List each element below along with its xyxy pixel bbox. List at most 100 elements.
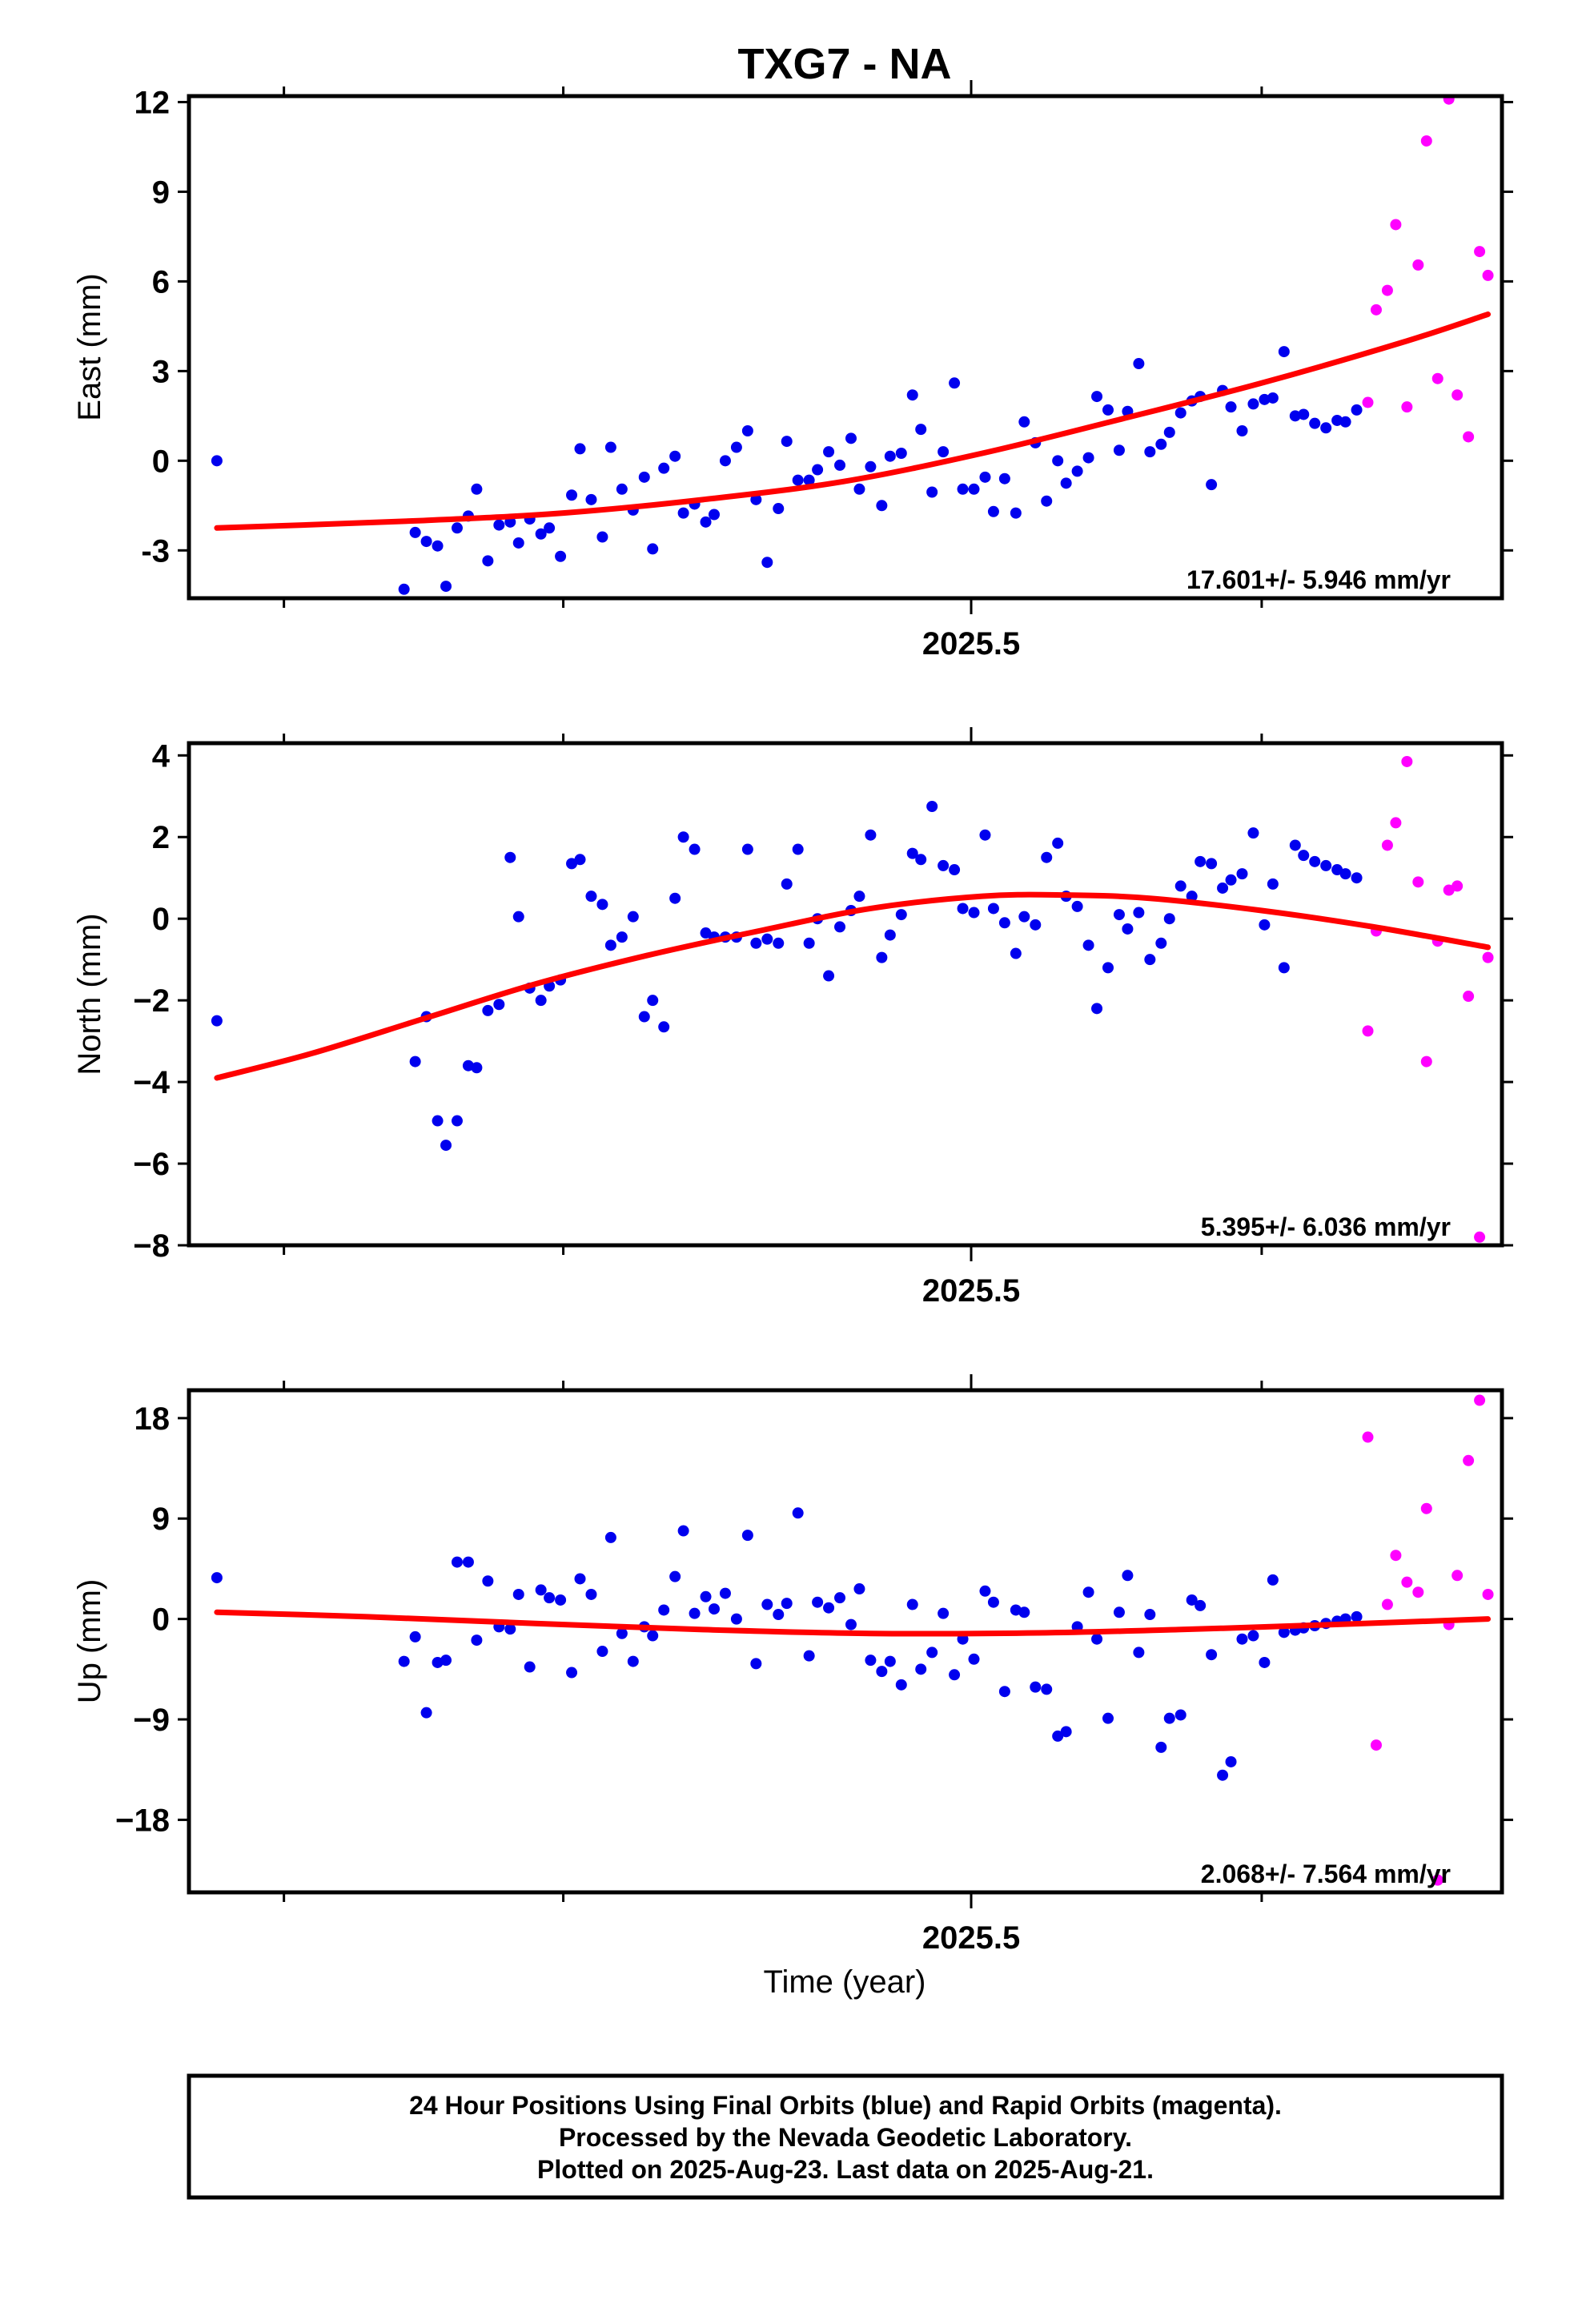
north-ytick-label: 0 (152, 902, 170, 937)
north-rapid-point (1412, 876, 1424, 888)
north-final-point (1174, 880, 1186, 892)
up-final-point (1113, 1606, 1125, 1618)
east-final-point (420, 536, 432, 548)
up-ytick-label: 18 (135, 1401, 171, 1437)
up-y-axis-title: Up (mm) (72, 1579, 107, 1704)
east-final-point (792, 474, 804, 486)
north-final-point (1091, 1003, 1103, 1015)
north-final-point (823, 970, 835, 982)
east-rapid-point (1420, 135, 1432, 147)
up-final-point (689, 1607, 701, 1619)
up-final-point (750, 1658, 762, 1670)
north-final-point (1259, 919, 1271, 931)
east-final-point (781, 436, 793, 448)
east-final-point (1309, 417, 1321, 429)
east-final-point (596, 531, 608, 543)
up-final-point (1278, 1626, 1290, 1638)
north-final-point (1113, 909, 1125, 921)
east-final-point (730, 441, 742, 453)
up-final-point (938, 1607, 950, 1619)
east-rapid-point (1482, 269, 1494, 281)
up-final-point (700, 1590, 712, 1602)
up-final-point (211, 1572, 223, 1584)
up-final-point (884, 1655, 896, 1667)
up-plot-frame (187, 1388, 1504, 1895)
north-final-point (585, 891, 597, 903)
north-final-point (566, 858, 578, 870)
north-final-point (1320, 859, 1332, 871)
north-final-point (627, 911, 639, 923)
up-rapid-point (1412, 1586, 1424, 1598)
east-final-point (803, 474, 815, 486)
up-final-point (865, 1655, 877, 1667)
north-ytick-label: −6 (133, 1147, 170, 1182)
north-plot-frame (187, 741, 1504, 1248)
north-rapid-point (1390, 817, 1402, 829)
east-final-point (1206, 479, 1218, 491)
north-final-point (773, 937, 785, 949)
north-final-point (1010, 947, 1022, 959)
east-final-point (1267, 392, 1279, 404)
up-xtick-label: 2025.5 (922, 1920, 1020, 1956)
east-final-point (398, 583, 410, 595)
east-rapid-point (1452, 389, 1464, 401)
east-final-point (585, 493, 597, 505)
east-final-point (1278, 346, 1290, 358)
up-final-point (512, 1588, 524, 1600)
east-rapid-point (1370, 304, 1382, 316)
up-final-point (1247, 1630, 1259, 1642)
east-final-point (1133, 358, 1145, 370)
north-final-point (1267, 878, 1279, 890)
north-rapid-point (1482, 951, 1494, 963)
east-final-point (876, 500, 888, 512)
east-final-point (1259, 393, 1271, 405)
north-final-point (1206, 858, 1218, 870)
north-final-point (949, 864, 961, 876)
north-final-point (1122, 923, 1134, 935)
up-rapid-point (1452, 1570, 1464, 1582)
up-final-point (1052, 1730, 1064, 1742)
north-final-point (471, 1062, 483, 1074)
north-final-point (638, 1011, 650, 1023)
up-final-point (915, 1663, 927, 1675)
up-ytick-label: −18 (115, 1803, 170, 1838)
north-final-point (926, 801, 938, 813)
figure-title: TXG7 - NA (737, 40, 951, 88)
up-final-point (823, 1602, 835, 1614)
north-final-point (803, 937, 815, 949)
north-final-point (1030, 919, 1042, 931)
east-final-point (1339, 416, 1351, 428)
north-final-point (865, 829, 877, 841)
east-rapid-point (1381, 284, 1393, 296)
east-final-point (761, 557, 773, 569)
up-final-point (845, 1618, 857, 1630)
up-final-point (709, 1603, 720, 1615)
north-final-point (750, 937, 762, 949)
up-final-point (1091, 1633, 1103, 1645)
up-final-point (1122, 1570, 1134, 1582)
up-rapid-point (1474, 1394, 1486, 1406)
east-xtick-label: 2025.5 (922, 626, 1020, 661)
up-final-point (585, 1588, 597, 1600)
up-final-point (998, 1686, 1010, 1698)
east-final-point (906, 389, 918, 401)
north-final-point (1225, 874, 1237, 886)
north-velocity-label: 5.395+/- 6.036 mm/yr (1201, 1212, 1451, 1241)
east-velocity-label: 17.601+/- 5.946 mm/yr (1186, 565, 1451, 594)
east-final-point (968, 483, 980, 495)
east-final-point (949, 377, 961, 389)
up-final-point (926, 1647, 938, 1659)
north-final-point (1144, 954, 1156, 966)
north-final-point (647, 995, 659, 1007)
north-final-point (1018, 911, 1030, 923)
up-final-point (658, 1604, 670, 1616)
north-final-point (482, 1004, 494, 1016)
up-rapid-point (1362, 1431, 1374, 1443)
east-final-point (1091, 391, 1103, 403)
up-rapid-point (1420, 1502, 1432, 1514)
east-final-point (574, 443, 586, 455)
up-rapid-point (1463, 1454, 1475, 1466)
east-final-point (669, 450, 681, 462)
east-final-point (440, 581, 452, 593)
north-final-point (1041, 851, 1053, 863)
